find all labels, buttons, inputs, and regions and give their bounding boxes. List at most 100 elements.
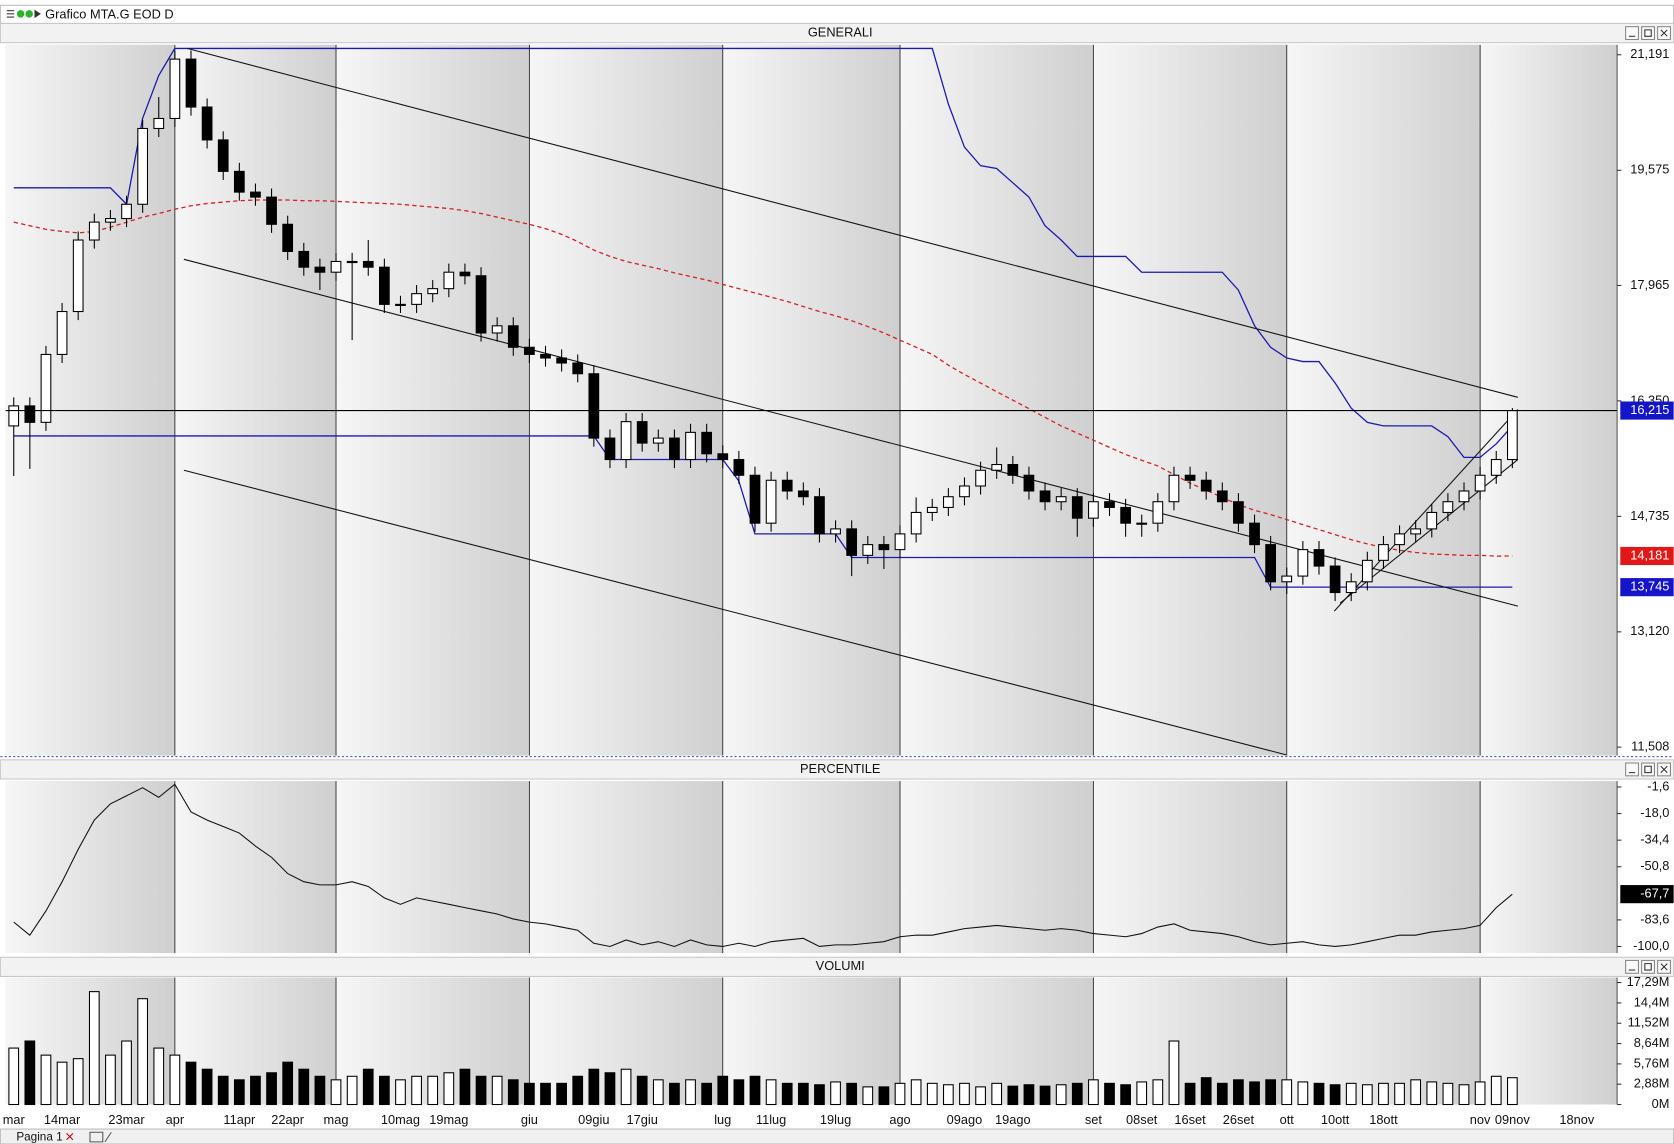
- candle-body: [1378, 544, 1389, 561]
- plot-band: [722, 44, 901, 756]
- x-tick-label: 08set: [1126, 1112, 1158, 1127]
- candle-body: [1039, 490, 1051, 503]
- value-marker-label: 14,181: [1630, 547, 1669, 562]
- volume-bar: [314, 1075, 326, 1106]
- y-tick-label: 11,508: [1631, 738, 1669, 753]
- x-tick-label: apr: [166, 1112, 185, 1127]
- volume-bar: [1023, 1084, 1035, 1106]
- pane-window-glyph: [1644, 765, 1652, 774]
- volume-bar: [185, 1061, 197, 1106]
- volume-bar: [169, 1054, 181, 1106]
- x-tick-label: ott: [1280, 1112, 1295, 1127]
- volume-bar: [491, 1075, 503, 1106]
- pane-window-button[interactable]: [1625, 26, 1639, 41]
- value-marker-label: -67,7: [1640, 886, 1669, 901]
- overlay-line: [13, 435, 1513, 588]
- volume-bar: [395, 1079, 406, 1106]
- volume-bar: [959, 1082, 970, 1106]
- pane-title: GENERALI: [808, 24, 873, 39]
- x-tick-label: 16set: [1174, 1112, 1206, 1127]
- volume-bar: [250, 1075, 261, 1106]
- volume-bar: [1007, 1085, 1019, 1106]
- candle-body: [797, 490, 809, 498]
- trend-line: [183, 258, 1518, 607]
- x-tick-label: 10ott: [1321, 1112, 1350, 1127]
- candle-body: [733, 458, 745, 476]
- volume-bar: [1474, 1081, 1486, 1106]
- pane-window-glyph: [1660, 765, 1668, 774]
- volume-bar: [701, 1082, 713, 1106]
- x-tick-label: set: [1085, 1112, 1103, 1127]
- candle-body: [40, 353, 52, 423]
- volume-bar: [56, 1061, 68, 1106]
- volume-bar: [1039, 1085, 1051, 1106]
- volume-bar: [733, 1079, 745, 1106]
- volume-bar: [1361, 1084, 1373, 1106]
- x-tick-label: 19ago: [995, 1112, 1031, 1127]
- candle-body: [72, 239, 84, 313]
- candle-body: [1071, 496, 1083, 519]
- candle-body: [524, 346, 535, 355]
- tab-add-icon[interactable]: [89, 1131, 112, 1143]
- tab-close-icon[interactable]: [66, 1132, 74, 1141]
- pane-window-button[interactable]: [1641, 26, 1655, 41]
- candle-body: [540, 353, 551, 359]
- y-tick-label: 2,88M: [1634, 1076, 1670, 1091]
- candle-body: [1281, 575, 1293, 583]
- plot-band: [336, 44, 530, 756]
- volume-bar: [40, 1054, 52, 1106]
- y-tick-label: 0M: [1652, 1096, 1670, 1111]
- y-tick-label: 17,29M: [1627, 974, 1670, 989]
- volume-bar: [910, 1079, 922, 1106]
- plot-band: [900, 781, 1094, 953]
- candle-body: [878, 544, 890, 551]
- x-tick-label: mar: [3, 1112, 26, 1127]
- candle-body: [346, 260, 358, 264]
- volume-bar: [443, 1072, 455, 1106]
- x-tick-label: 10mag: [381, 1112, 420, 1127]
- page-tab[interactable]: Pagina 1: [16, 1131, 62, 1144]
- candle-body: [830, 528, 841, 535]
- volume-bar: [830, 1081, 841, 1106]
- y-tick-label: 11,52M: [1628, 1015, 1670, 1030]
- candle-body: [1216, 490, 1228, 503]
- volume-bar: [1249, 1081, 1260, 1106]
- volume-bar: [330, 1079, 342, 1106]
- volume-bar: [797, 1082, 809, 1106]
- plot-band: [722, 781, 901, 953]
- y-tick-label: 14,735: [1630, 508, 1669, 523]
- y-tick-label: 5,76M: [1634, 1055, 1670, 1070]
- plot-band: [1480, 781, 1618, 953]
- pane-window-button[interactable]: [1641, 959, 1655, 974]
- y-tick-label: 19,575: [1630, 162, 1669, 177]
- candle-body: [685, 431, 696, 461]
- pane-window-button[interactable]: [1625, 959, 1639, 974]
- candle-body: [717, 453, 729, 461]
- candle-body: [846, 528, 858, 556]
- candle-body: [765, 479, 777, 524]
- plot-band: [5, 781, 175, 953]
- y-tick-label: 21,191: [1630, 46, 1669, 61]
- x-tick-label: 11lug: [756, 1112, 786, 1127]
- candle-body: [588, 373, 600, 439]
- volume-bar: [652, 1079, 664, 1106]
- volume-bar: [814, 1084, 825, 1106]
- candle-body: [491, 325, 503, 334]
- candle-body: [1200, 479, 1212, 492]
- pane-window-button[interactable]: [1641, 762, 1655, 777]
- plot-band: [1286, 781, 1481, 953]
- x-tick-label: nov: [1470, 1112, 1491, 1127]
- candle-body: [652, 437, 664, 444]
- value-marker-label: 16,215: [1630, 402, 1669, 417]
- volume-bar: [1378, 1082, 1389, 1106]
- candle-body: [88, 221, 100, 241]
- pane-window-glyph: [1660, 29, 1668, 37]
- price-plot: [8, 47, 1519, 756]
- volume-bar: [765, 1079, 777, 1106]
- axis-area: [1617, 44, 1674, 756]
- candle-body: [411, 293, 422, 305]
- pane-window-button[interactable]: [1625, 762, 1639, 777]
- candle-body: [1249, 522, 1260, 546]
- volume-bar: [72, 1058, 84, 1106]
- candle-body: [507, 325, 519, 348]
